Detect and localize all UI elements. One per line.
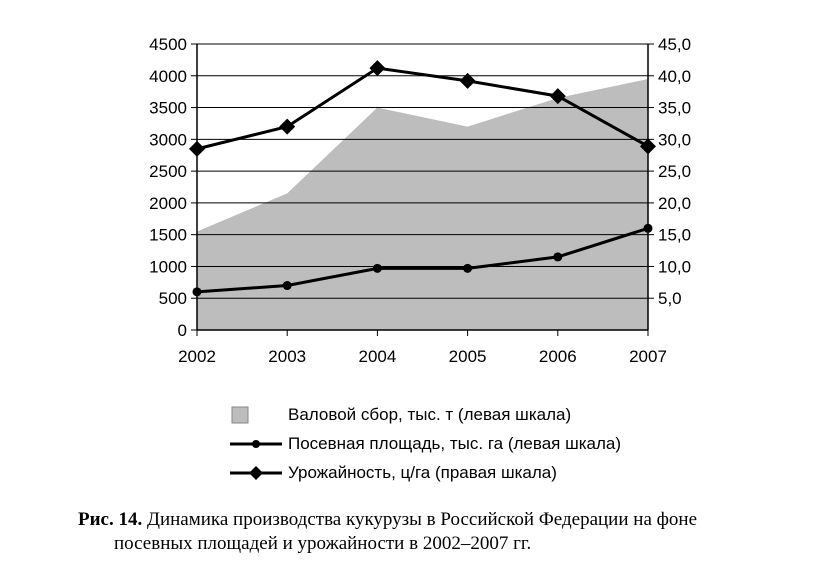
x-tick-label: 2003 <box>268 347 306 366</box>
caption-line-1: Динамика производства кукурузы в Российс… <box>142 509 698 530</box>
y-right-tick-label: 30,0 <box>658 130 691 149</box>
legend-diamond-line-swatch <box>230 465 282 480</box>
legend-area-swatch <box>231 406 249 423</box>
y-left-tick-label: 2000 <box>149 194 187 213</box>
y-left-tick-label: 1500 <box>149 226 187 245</box>
y-right-tick-label: 10,0 <box>658 257 691 276</box>
y-right-tick-label: 35,0 <box>658 99 691 118</box>
y-right-tick-label: 20,0 <box>658 194 691 213</box>
line-series-yield <box>196 66 649 151</box>
y-left-tick-label: 500 <box>159 289 187 308</box>
figure-caption: Рис. 14. Динамика производства кукурузы … <box>78 508 818 556</box>
x-tick-label: 2006 <box>539 347 577 366</box>
y-right-tick-label: 25,0 <box>658 162 691 181</box>
legend-circle-line-swatch <box>230 439 282 448</box>
legend-item-sown-area: Посевная площадь, тыс. га (левая шкала) <box>228 429 621 458</box>
x-tick-label: 2002 <box>178 347 216 366</box>
yield-point <box>279 118 296 135</box>
legend-label: Урожайность, ц/га (правая шкала) <box>288 462 557 482</box>
y-right-tick-label: 40,0 <box>658 67 691 86</box>
y-right-tick-label: 5,0 <box>658 289 682 308</box>
y-left-tick-label: 4000 <box>149 67 187 86</box>
legend-item-yield: Урожайность, ц/га (правая шкала) <box>228 458 621 487</box>
sown-area-point <box>372 263 382 273</box>
y-right-tick-label: 45,0 <box>658 35 691 54</box>
y-left-tick-label: 3000 <box>149 130 187 149</box>
sown-area-point <box>553 252 563 262</box>
y-left-tick-label: 3500 <box>149 99 187 118</box>
x-tick-label: 2004 <box>358 347 396 366</box>
legend-label: Валовой сбор, тыс. т (левая шкала) <box>288 404 572 424</box>
chart-legend: Валовой сбор, тыс. т (левая шкала) Посев… <box>228 400 621 487</box>
yield-point <box>549 88 566 105</box>
caption-label: Рис. 14. <box>78 509 143 530</box>
yield-point <box>459 72 476 89</box>
x-tick-label: 2005 <box>449 347 487 366</box>
yield-point <box>189 140 205 157</box>
sown-area-point <box>643 223 653 233</box>
legend-item-gross-harvest: Валовой сбор, тыс. т (левая шкала) <box>228 400 621 429</box>
y-left-tick-label: 1000 <box>149 257 187 276</box>
x-tick-label: 2007 <box>629 347 667 366</box>
yield-point <box>640 138 656 155</box>
caption-line-2: посевных площадей и урожайности в 2002–2… <box>114 533 532 554</box>
chart: 0 500 1000 1500 2000 2500 3000 3500 4000 4500 5,0 1… <box>149 35 691 366</box>
y-right-tick-label: 15,0 <box>658 226 691 245</box>
y-left-tick-label: 4500 <box>149 35 187 54</box>
legend-label: Посевная площадь, тыс. га (левая шкала) <box>288 433 622 453</box>
sown-area-point <box>463 263 473 273</box>
line-series-sown-area <box>196 226 649 294</box>
area-series-gross-harvest <box>197 78 648 330</box>
sown-area-point <box>192 287 202 297</box>
yield-point <box>369 60 386 77</box>
sown-area-point <box>282 281 292 291</box>
y-left-tick-label: 2500 <box>149 162 187 181</box>
y-left-tick-label: 0 <box>178 321 187 340</box>
